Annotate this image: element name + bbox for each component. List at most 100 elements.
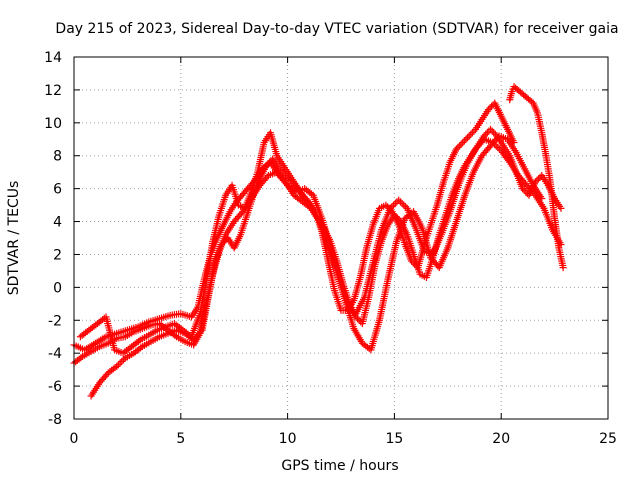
data-point [465, 132, 473, 140]
y-tick-label: 0 [53, 280, 62, 296]
data-point [559, 264, 567, 272]
data-point [237, 209, 245, 217]
y-tick-label: -4 [48, 346, 62, 362]
data-point [494, 144, 502, 151]
data-point [402, 203, 410, 211]
data-point [354, 315, 362, 323]
x-tick-label: 15 [385, 431, 403, 447]
data-point [454, 144, 462, 151]
data-point [275, 165, 283, 173]
data-point [113, 362, 121, 370]
data-point [409, 259, 417, 267]
data-point [462, 135, 470, 143]
x-tick-label: 25 [599, 431, 617, 447]
data-point [387, 206, 395, 214]
data-point [533, 176, 541, 184]
data-point [118, 357, 126, 365]
data-point [482, 130, 490, 138]
data-point [299, 191, 307, 199]
data-point [263, 173, 271, 181]
data-point [302, 195, 310, 203]
data-point [467, 130, 475, 138]
data-point [487, 125, 495, 133]
y-tick-label: -8 [48, 412, 62, 428]
data-point [484, 106, 492, 114]
data-point [468, 129, 476, 137]
data-point [264, 160, 272, 168]
data-point [300, 193, 308, 201]
series-track-5 [506, 83, 567, 272]
data-point [452, 145, 460, 153]
tick-layer: 0 5 10 15 20 25 -8 -6 -4 -2 0 2 4 6 8 10 12 14 [44, 50, 617, 447]
y-tick-label: -6 [48, 379, 62, 395]
data-point [103, 371, 111, 379]
data-point [382, 201, 390, 209]
chart-title: Day 215 of 2023, Sidereal Day-to-day VTE… [55, 21, 618, 37]
data-point [459, 139, 467, 147]
data-point [535, 175, 543, 183]
data-point [538, 195, 546, 203]
data-point [411, 260, 419, 268]
data-point [557, 204, 565, 212]
data-point [355, 316, 363, 324]
x-tick-label: 0 [70, 431, 79, 447]
x-tick-label: 20 [492, 431, 510, 447]
data-point [120, 356, 128, 364]
data-point [77, 354, 85, 362]
series-track-4 [76, 99, 518, 357]
data-point [265, 158, 273, 166]
data-point [114, 361, 122, 369]
plot-frame [73, 56, 609, 420]
data-point [197, 328, 205, 336]
data-point [137, 344, 145, 352]
data-point [400, 201, 408, 209]
data-point [280, 176, 288, 184]
x-tick-label: 5 [176, 431, 185, 447]
data-point [390, 201, 398, 209]
y-tick-label: -2 [48, 313, 62, 329]
data-point [352, 313, 360, 321]
data-point [457, 140, 465, 148]
y-tick-label: 8 [53, 149, 62, 165]
data-point [116, 359, 124, 367]
data-point [488, 127, 496, 135]
y-tick-label: 4 [53, 215, 62, 231]
marker-layer [70, 83, 567, 400]
data-point [262, 162, 270, 170]
data-point [486, 104, 494, 112]
y-tick-label: 2 [53, 247, 62, 263]
data-point [219, 239, 227, 247]
data-point [391, 199, 399, 207]
data-point [460, 137, 468, 145]
data-point [383, 203, 391, 211]
data-point [396, 198, 404, 206]
data-point [277, 167, 285, 175]
data-point [303, 196, 311, 204]
y-tick-label: 6 [53, 182, 62, 198]
data-point [407, 257, 415, 265]
data-point [221, 237, 229, 245]
data-point [135, 337, 143, 345]
data-point [464, 134, 472, 142]
y-tick-label: 10 [44, 116, 62, 132]
data-point [456, 142, 464, 150]
data-point [491, 130, 499, 138]
data-point [111, 364, 119, 372]
x-tick-label: 10 [279, 431, 297, 447]
data-point [385, 204, 393, 212]
data-point [519, 185, 527, 193]
data-point [217, 241, 225, 249]
y-tick-label: 14 [44, 50, 62, 66]
data-point [278, 168, 286, 176]
data-point [483, 129, 491, 137]
data-point [490, 129, 498, 137]
data-point [470, 127, 478, 135]
y-tick-label: 12 [44, 83, 62, 99]
data-point [398, 199, 406, 207]
x-axis-label: GPS time / hours [281, 458, 398, 474]
data-point [510, 139, 518, 147]
data-point [480, 132, 488, 140]
y-axis-label: SDTVAR / TECUs [6, 181, 22, 296]
